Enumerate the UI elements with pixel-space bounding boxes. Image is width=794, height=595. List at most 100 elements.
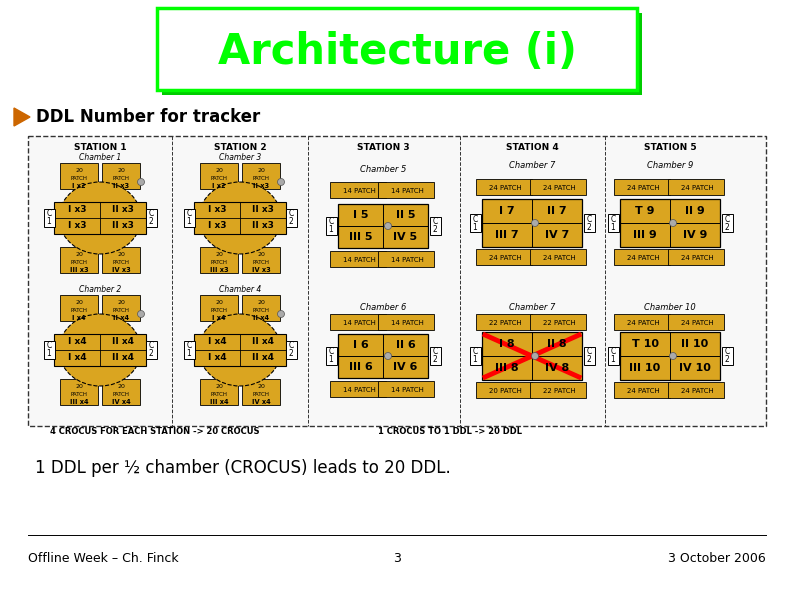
Text: 1: 1 bbox=[472, 223, 477, 231]
Bar bbox=[338, 204, 428, 248]
Text: 3 October 2006: 3 October 2006 bbox=[669, 552, 766, 565]
Text: PATCH: PATCH bbox=[113, 392, 129, 397]
Text: 14 PATCH: 14 PATCH bbox=[391, 320, 423, 326]
Ellipse shape bbox=[59, 314, 141, 386]
Text: IV 6: IV 6 bbox=[393, 362, 418, 372]
Text: 1: 1 bbox=[47, 349, 52, 359]
Text: 20: 20 bbox=[215, 300, 223, 305]
Bar bbox=[330, 182, 386, 198]
Circle shape bbox=[384, 223, 391, 230]
Bar bbox=[476, 179, 532, 195]
Bar bbox=[183, 209, 195, 227]
Text: Chamber 7: Chamber 7 bbox=[509, 303, 555, 312]
Text: C: C bbox=[433, 218, 437, 227]
Bar bbox=[530, 179, 586, 195]
Bar bbox=[430, 217, 441, 235]
Bar bbox=[476, 249, 532, 265]
Text: II x4: II x4 bbox=[112, 353, 134, 362]
Text: 1: 1 bbox=[47, 218, 52, 227]
Text: III 6: III 6 bbox=[349, 362, 372, 372]
Text: 22 PATCH: 22 PATCH bbox=[542, 388, 576, 394]
Text: 22 PATCH: 22 PATCH bbox=[488, 320, 522, 326]
Text: 20: 20 bbox=[257, 168, 265, 173]
Text: II 10: II 10 bbox=[681, 339, 708, 349]
Bar bbox=[530, 314, 586, 330]
Bar bbox=[330, 314, 386, 330]
Text: 20: 20 bbox=[257, 300, 265, 305]
Text: I x3: I x3 bbox=[208, 221, 226, 230]
Text: 24 PATCH: 24 PATCH bbox=[680, 320, 713, 326]
Text: I x3: I x3 bbox=[67, 221, 87, 230]
Bar bbox=[157, 8, 637, 90]
Text: 1: 1 bbox=[611, 223, 615, 231]
Text: III x3: III x3 bbox=[70, 267, 88, 273]
Bar bbox=[584, 214, 595, 232]
Bar bbox=[242, 163, 280, 189]
Text: II x3: II x3 bbox=[112, 221, 134, 230]
Text: 1: 1 bbox=[472, 355, 477, 365]
Ellipse shape bbox=[59, 182, 141, 254]
Bar bbox=[102, 295, 140, 321]
Text: I x4: I x4 bbox=[67, 337, 87, 346]
Text: I x2: I x2 bbox=[72, 183, 86, 189]
Bar bbox=[620, 199, 720, 247]
Bar bbox=[378, 251, 434, 267]
Bar bbox=[378, 381, 434, 397]
Text: 2: 2 bbox=[148, 218, 153, 227]
Text: III 8: III 8 bbox=[495, 363, 518, 373]
Bar bbox=[194, 202, 286, 234]
Text: 2: 2 bbox=[725, 355, 730, 365]
Text: III x4: III x4 bbox=[70, 399, 88, 405]
Text: 1: 1 bbox=[187, 349, 191, 359]
Bar bbox=[469, 347, 480, 365]
Text: I x3: I x3 bbox=[208, 205, 226, 215]
Text: Chamber 2: Chamber 2 bbox=[79, 286, 121, 295]
Bar bbox=[242, 379, 280, 405]
Text: Chamber 6: Chamber 6 bbox=[360, 302, 407, 312]
Bar bbox=[530, 382, 586, 398]
Text: Chamber 5: Chamber 5 bbox=[360, 165, 407, 174]
Text: IV 9: IV 9 bbox=[683, 230, 707, 240]
Text: II 8: II 8 bbox=[547, 339, 567, 349]
Ellipse shape bbox=[199, 314, 281, 386]
Text: PATCH: PATCH bbox=[252, 308, 269, 312]
Bar bbox=[194, 334, 286, 366]
Bar bbox=[145, 341, 156, 359]
Bar bbox=[530, 249, 586, 265]
Text: PATCH: PATCH bbox=[113, 308, 129, 312]
Bar bbox=[60, 247, 98, 273]
Text: PATCH: PATCH bbox=[210, 392, 228, 397]
Bar bbox=[183, 341, 195, 359]
Text: III x3: III x3 bbox=[210, 267, 229, 273]
Bar bbox=[668, 314, 724, 330]
Text: 20: 20 bbox=[75, 300, 83, 305]
Text: Chamber 4: Chamber 4 bbox=[219, 286, 261, 295]
Text: 20: 20 bbox=[117, 168, 125, 173]
Text: I 6: I 6 bbox=[353, 340, 368, 350]
Text: PATCH: PATCH bbox=[113, 176, 129, 180]
Text: II x4: II x4 bbox=[252, 353, 274, 362]
Circle shape bbox=[669, 352, 676, 359]
Text: C: C bbox=[329, 218, 333, 227]
Text: 20: 20 bbox=[117, 384, 125, 389]
Text: 14 PATCH: 14 PATCH bbox=[342, 188, 376, 194]
Bar bbox=[430, 347, 441, 365]
Circle shape bbox=[531, 352, 538, 359]
Text: C: C bbox=[46, 342, 52, 350]
Text: II 7: II 7 bbox=[547, 206, 567, 216]
Text: 14 PATCH: 14 PATCH bbox=[342, 320, 376, 326]
Circle shape bbox=[531, 220, 538, 227]
Text: IV 8: IV 8 bbox=[545, 363, 569, 373]
Text: 24 PATCH: 24 PATCH bbox=[626, 320, 659, 326]
Bar bbox=[44, 341, 55, 359]
Text: 20: 20 bbox=[75, 252, 83, 257]
Text: 2: 2 bbox=[433, 355, 437, 365]
Text: 24 PATCH: 24 PATCH bbox=[488, 185, 522, 191]
Text: II x3: II x3 bbox=[252, 205, 274, 215]
Text: I x4: I x4 bbox=[72, 315, 86, 321]
Circle shape bbox=[137, 178, 145, 186]
Text: 20: 20 bbox=[215, 252, 223, 257]
Text: C: C bbox=[288, 342, 294, 350]
Text: 1: 1 bbox=[329, 226, 333, 234]
Bar bbox=[668, 382, 724, 398]
